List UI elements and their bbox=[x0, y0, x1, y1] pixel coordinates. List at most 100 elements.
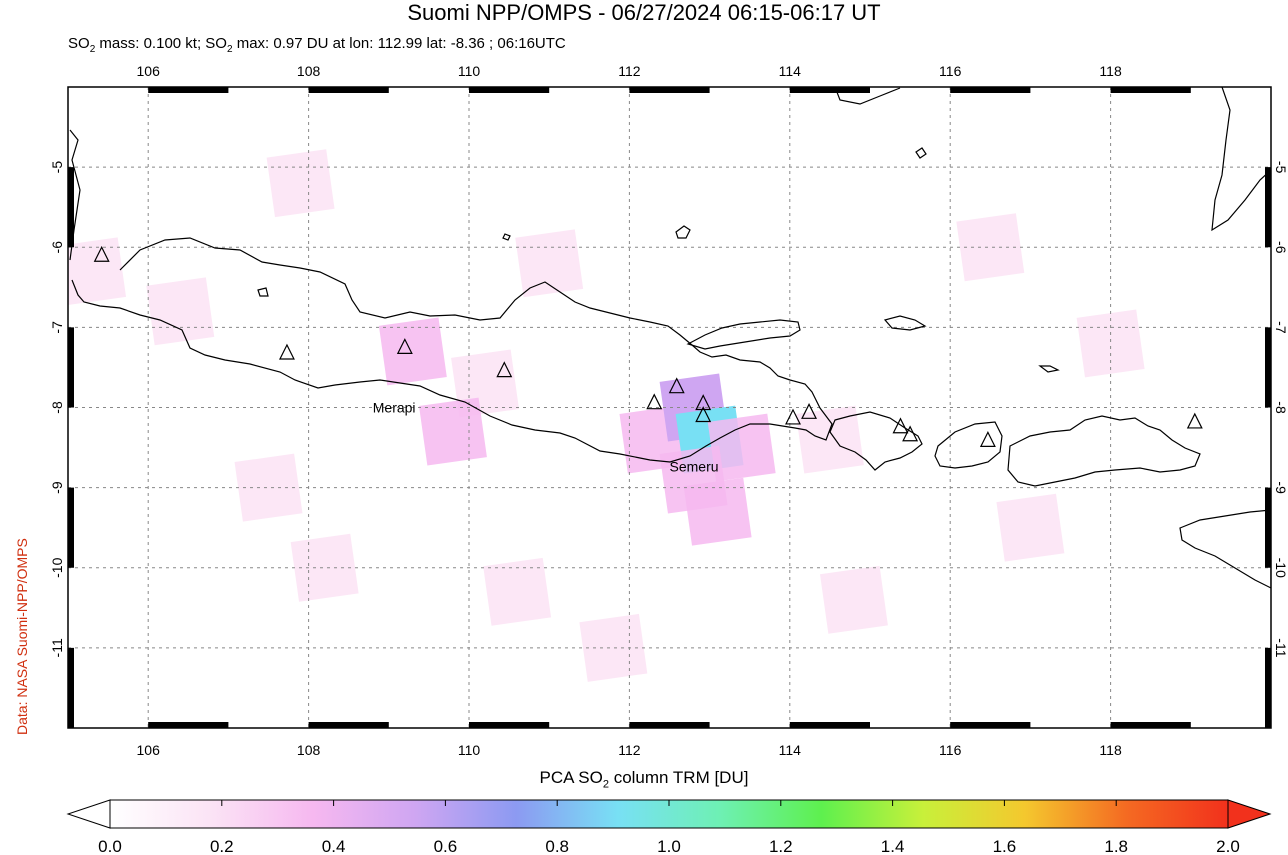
lat-tick-label-left: -6 bbox=[49, 241, 65, 254]
so2-pixel bbox=[1100, 573, 1169, 642]
frame-bar-bottom bbox=[1110, 722, 1191, 728]
colorbar-tick-label: 0.4 bbox=[322, 837, 346, 855]
volcano-triangle-icon bbox=[668, 377, 685, 394]
so2-pixel bbox=[378, 317, 447, 386]
so2-pixel bbox=[435, 101, 503, 170]
coastlines bbox=[69, 87, 1271, 589]
coastline-islet-3 bbox=[257, 287, 269, 297]
lat-tick-label-right: -6 bbox=[1273, 241, 1288, 254]
so2-pixel bbox=[707, 413, 776, 482]
lon-tick-label-top: 106 bbox=[137, 63, 161, 79]
so2-pixel bbox=[795, 405, 864, 474]
so2-pixel bbox=[146, 277, 215, 346]
lon-tick-label-top: 116 bbox=[939, 63, 962, 79]
so2-pixel bbox=[234, 453, 303, 522]
lon-tick-label-top: 110 bbox=[458, 63, 481, 79]
so2-pixel bbox=[667, 670, 736, 728]
colorbar-tick-label: 1.4 bbox=[881, 837, 905, 855]
so2-pixel bbox=[996, 493, 1065, 562]
frame-bar-right bbox=[1265, 647, 1271, 728]
frame-bar-left bbox=[68, 647, 74, 728]
coastline-lombok bbox=[934, 421, 1003, 469]
colorbar-tick-label: 1.6 bbox=[993, 837, 1017, 855]
map-frame bbox=[67, 86, 1272, 729]
frame-bar-bottom bbox=[950, 722, 1031, 728]
coastline-bali bbox=[829, 411, 923, 471]
volcano-triangle-icon bbox=[902, 425, 919, 442]
lat-tick-label-left: -10 bbox=[49, 557, 65, 577]
colorbar-tick-label: 1.2 bbox=[769, 837, 793, 855]
volcano-triangle-icon bbox=[801, 402, 818, 419]
subtitle-prefix: SO bbox=[68, 35, 90, 52]
so2-pixel bbox=[266, 149, 335, 218]
lon-tick-label-top: 114 bbox=[779, 63, 802, 79]
frame-bar-left bbox=[68, 327, 74, 408]
frame-bar-left bbox=[68, 167, 74, 248]
colorbar-tick-label: 2.0 bbox=[1216, 837, 1240, 855]
frame-bar-bottom bbox=[629, 722, 710, 728]
frame-bar-bottom bbox=[789, 722, 870, 728]
coastline-kangean bbox=[883, 315, 927, 331]
lon-tick-label-bottom: 118 bbox=[1099, 742, 1122, 758]
colorbar-tick-label: 0.2 bbox=[210, 837, 234, 855]
frame-bar-top bbox=[629, 87, 710, 93]
frame-bar-right bbox=[1265, 167, 1271, 248]
colorbar-tick-label: 1.0 bbox=[657, 837, 681, 855]
lat-tick-label-left: -8 bbox=[49, 401, 65, 414]
colorbar-tick-label: 1.8 bbox=[1104, 837, 1128, 855]
coastline-sumbawa bbox=[1007, 415, 1201, 487]
colorbar-tick-label: 0.6 bbox=[434, 837, 458, 855]
volcano-triangle-icon bbox=[785, 408, 801, 425]
subtitle-sub1: 2 bbox=[89, 44, 96, 55]
so2-pixels-layer bbox=[68, 101, 1241, 728]
coastline-sulawesi bbox=[1211, 87, 1271, 232]
lat-tick-label-left: -5 bbox=[49, 161, 65, 174]
so2-pixel bbox=[956, 213, 1025, 282]
colorbar: 0.0 0.2 0.4 0.6 0.8 1.0 1.2 1.4 1.6 1.8 2.0 bbox=[66, 799, 1272, 855]
subtitle-sub2: 2 bbox=[226, 44, 233, 55]
so2-pixel bbox=[483, 557, 552, 626]
label-semeru: Semeru bbox=[670, 459, 719, 475]
so2-pixel bbox=[354, 662, 423, 728]
colorbar-tick-label: 0.0 bbox=[98, 837, 122, 855]
coastline-bawean bbox=[675, 225, 691, 239]
colorbar-title: PCA SO2 column TRM [DU] bbox=[0, 768, 1288, 790]
coastline-karimunjawa bbox=[502, 233, 511, 241]
so2-pixel bbox=[1076, 309, 1145, 378]
volcano-triangle-icon bbox=[93, 245, 110, 262]
volcano-triangle-icon bbox=[396, 338, 413, 355]
lon-tick-label-bottom: 116 bbox=[939, 742, 962, 758]
coastline-java bbox=[71, 237, 833, 463]
so2-pixel bbox=[290, 533, 359, 602]
subtitle-mid: mass: 0.100 kt; SO bbox=[95, 35, 227, 52]
colorbar-title-sub: 2 bbox=[602, 778, 609, 791]
volcano-triangle-icon bbox=[1186, 412, 1203, 429]
frame-bar-left bbox=[68, 487, 74, 568]
lon-tick-label-top: 108 bbox=[297, 63, 321, 79]
colorbar-arrow-right bbox=[1227, 799, 1272, 829]
lon-tick-label-bottom: 112 bbox=[618, 742, 641, 758]
lon-tick-label-bottom: 114 bbox=[779, 742, 802, 758]
page-title: Suomi NPP/OMPS - 06/27/2024 06:15-06:17 … bbox=[407, 0, 881, 25]
frame-bar-bottom bbox=[469, 722, 550, 728]
lat-tick-label-left: -9 bbox=[49, 481, 65, 494]
coastline-islet-2 bbox=[1038, 365, 1060, 373]
volcano-triangle-icon bbox=[695, 394, 712, 411]
volcano-triangle-icon bbox=[278, 343, 295, 360]
so2-pixel bbox=[723, 101, 792, 170]
so2-pixel bbox=[819, 565, 888, 634]
lat-tick-label-right: -5 bbox=[1273, 161, 1288, 174]
volcano-triangle-icon bbox=[496, 361, 513, 378]
coastline-islet-1 bbox=[915, 147, 927, 159]
lat-tick-label-right: -7 bbox=[1273, 321, 1288, 334]
lat-tick-label-right: -10 bbox=[1273, 558, 1288, 578]
volcano-triangle-icon bbox=[695, 406, 712, 423]
so2-pixel bbox=[515, 229, 584, 298]
volcano-triangle-icon bbox=[979, 431, 996, 447]
frame-bar-top bbox=[950, 87, 1031, 93]
frame-bar-top bbox=[1110, 87, 1191, 93]
frame-bar-top bbox=[789, 87, 870, 93]
label-merapi: Merapi bbox=[373, 399, 416, 415]
lat-tick-label-right: -11 bbox=[1273, 638, 1288, 657]
